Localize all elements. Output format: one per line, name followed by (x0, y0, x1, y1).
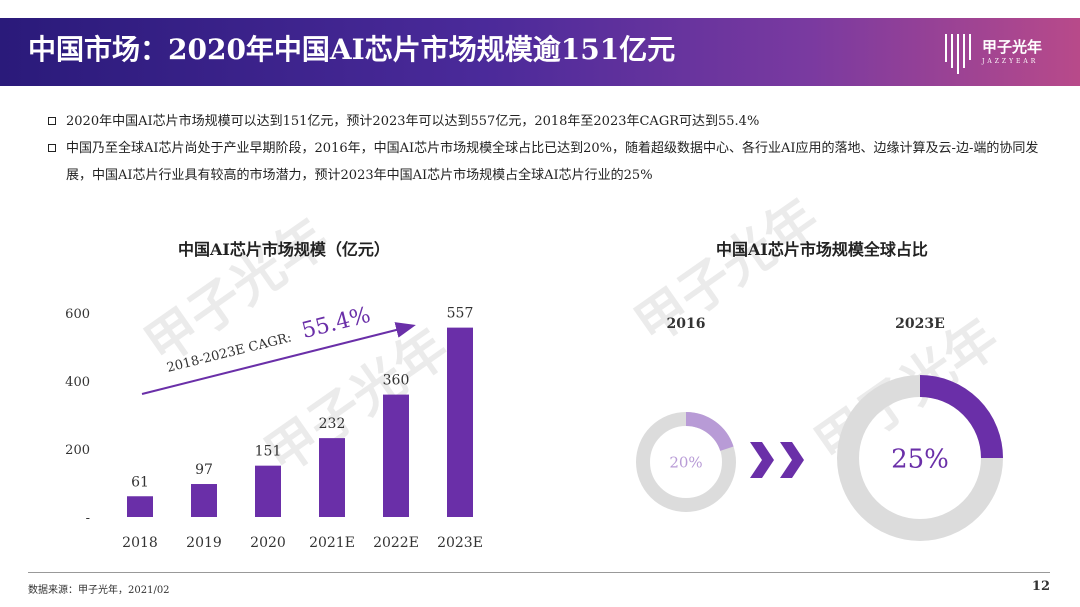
y-tick-label: 400 (65, 375, 90, 390)
page-number: 12 (1031, 579, 1050, 594)
bar-value-label: 61 (131, 474, 149, 490)
bar (127, 496, 153, 517)
y-tick-label: 200 (65, 443, 90, 458)
bullet-list: 2020年中国AI芯片市场规模可以达到151亿元，预计2023年可以达到557亿… (48, 108, 1048, 189)
bar-chart: - 200 400 600 61 2018 97 2019 151 2020 232 2021E 36… (65, 303, 483, 551)
x-tick-label: 2018 (122, 535, 158, 551)
donut-share-slice (919, 375, 1003, 459)
bullet-text: 2020年中国AI芯片市场规模可以达到151亿元，预计2023年可以达到557亿… (66, 114, 760, 129)
x-tick-label: 2021E (309, 535, 355, 551)
donut-percent-label: 25% (891, 444, 949, 474)
logo-bars-icon (945, 34, 971, 74)
bar (191, 484, 217, 517)
bar (383, 394, 409, 517)
donut-year-label: 2016 (667, 316, 706, 332)
x-tick-label: 2023E (437, 535, 483, 551)
bar-value-label: 232 (319, 416, 346, 432)
x-tick-label: 2022E (373, 535, 419, 551)
chevron-arrow-icon (750, 442, 804, 478)
cagr-label: 2018-2023E CAGR: (165, 330, 293, 376)
bar-chart-title: 中国AI芯片市场规模（亿元） (178, 240, 390, 259)
bar (319, 438, 345, 517)
bullet-text: 中国乃至全球AI芯片尚处于产业早期阶段，2016年，中国AI芯片市场规模全球占比… (66, 141, 1039, 183)
square-bullet-icon (48, 117, 56, 125)
footer-divider (28, 572, 1050, 573)
bar-value-label: 97 (195, 462, 213, 478)
donut-percent-label: 20% (669, 453, 702, 471)
page-title: 中国市场：2020年中国AI芯片市场规模逾151亿元 (28, 33, 676, 66)
x-tick-label: 2020 (250, 535, 286, 551)
bar (255, 465, 281, 517)
bullet-item: 中国乃至全球AI芯片尚处于产业早期阶段，2016年，中国AI芯片市场规模全球占比… (48, 135, 1048, 189)
donut-chart-title: 中国AI芯片市场规模全球占比 (716, 240, 928, 259)
donut-share-slice (685, 412, 734, 452)
bar-value-label: 557 (447, 306, 474, 322)
donut-year-label: 2023E (895, 316, 945, 332)
square-bullet-icon (48, 144, 56, 152)
title-bar: 中国市场：2020年中国AI芯片市场规模逾151亿元 甲子光年 JAZZYEAR (0, 18, 1080, 86)
x-tick-label: 2019 (186, 535, 222, 551)
bar-value-label: 360 (383, 373, 410, 389)
logo-subtext: JAZZYEAR (982, 58, 1039, 65)
source-note: 数据来源：甲子光年，2021/02 (28, 585, 170, 596)
y-tick-label: 600 (65, 307, 90, 322)
y-tick-label: - (86, 511, 90, 526)
logo-text: 甲子光年 (982, 38, 1043, 56)
brand-logo: 甲子光年 JAZZYEAR (942, 32, 1052, 76)
bar-value-label: 151 (255, 444, 282, 460)
cagr-arrow (141, 322, 416, 395)
bullet-item: 2020年中国AI芯片市场规模可以达到151亿元，预计2023年可以达到557亿… (48, 108, 1048, 135)
donut-chart: 2016 20% 2023E 25% (636, 316, 1003, 541)
bar (447, 327, 473, 517)
